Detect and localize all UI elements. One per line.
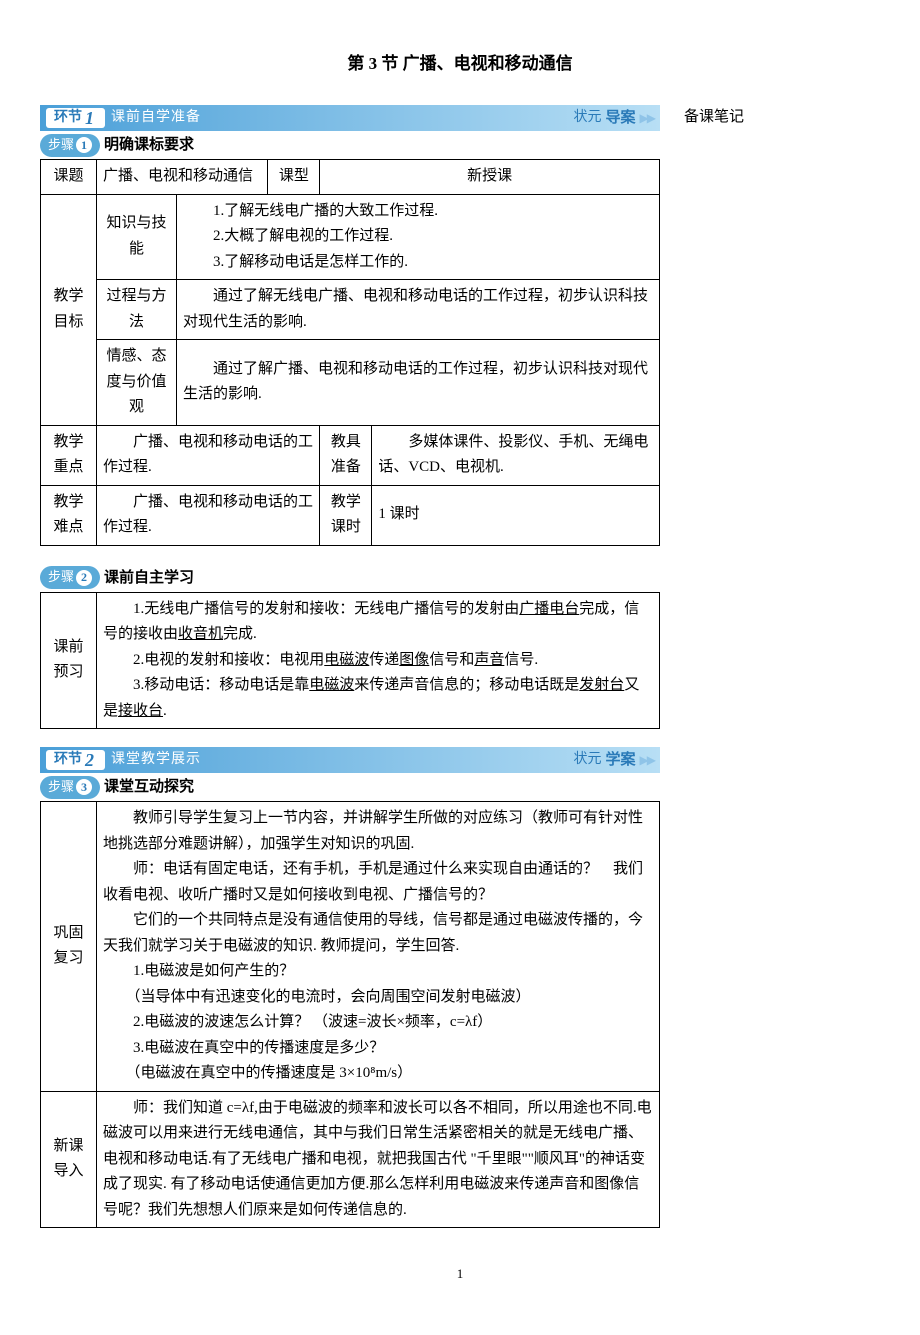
step-badge: 步骤 3: [40, 776, 100, 799]
banner-left-label: 环节: [54, 749, 82, 771]
step-badge: 步骤 1: [40, 134, 100, 157]
difficulty-label: 教学难点: [41, 485, 97, 545]
banner-right-light: 状元: [574, 107, 602, 129]
type-label: 课型: [268, 160, 320, 195]
knowledge-label: 知识与技能: [97, 194, 177, 280]
hours-label: 教学课时: [320, 485, 372, 545]
banner-subtitle: 课堂教学展示: [111, 749, 201, 771]
topic-label: 课题: [41, 160, 97, 195]
inquiry-table: 巩固复习 教师引导学生复习上一节内容，并讲解学生所做的对应练习（教师可有针对性地…: [40, 801, 660, 1228]
step2-bar: 步骤 2 课前自主学习: [40, 566, 660, 590]
tools-label: 教具准备: [320, 425, 372, 485]
step-number: 3: [76, 779, 92, 795]
knowledge-line-1: 1.了解无线电广播的大致工作过程.: [183, 199, 653, 225]
review-q1: 1.电磁波是如何产生的？: [103, 959, 653, 985]
knowledge-line-2: 2.大概了解电视的工作过程.: [183, 224, 653, 250]
notes-label: 备课笔记: [684, 105, 784, 129]
preview-content: 1.无线电广播信号的发射和接收：无线电广播信号的发射由广播电台完成，信号的接收由…: [97, 592, 660, 729]
attitude-label: 情感、态度与价值观: [97, 340, 177, 426]
section1-banner: 环节 1 课前自学准备 状元导案 ▶▶: [40, 105, 660, 131]
topic-value: 广播、电视和移动通信: [97, 160, 268, 195]
chevron-right-icon: ▶▶: [640, 109, 654, 128]
review-a3: （电磁波在真空中的传播速度是 3×10⁸m/s）: [103, 1061, 653, 1087]
step-label: 步骤: [48, 777, 74, 798]
tools-text: 多媒体课件、投影仪、手机、无绳电话、VCD、电视机.: [372, 425, 660, 485]
banner-lozenge: 环节 1: [46, 108, 105, 128]
page-number: 1: [40, 1264, 880, 1285]
notes-column: 备课笔记: [684, 105, 784, 1228]
process-text: 通过了解无线电广播、电视和移动电话的工作过程，初步认识科技对现代生活的影响.: [177, 280, 660, 340]
preview-table: 课前预习 1.无线电广播信号的发射和接收：无线电广播信号的发射由广播电台完成，信…: [40, 592, 660, 730]
standards-table: 课题 广播、电视和移动通信 课型 新授课 教学目标 知识与技能 1.了解无线电广…: [40, 159, 660, 546]
step-title: 课堂互动探究: [104, 775, 194, 799]
page-title: 第 3 节 广播、电视和移动通信: [40, 50, 880, 77]
knowledge-line-3: 3.了解移动电话是怎样工作的.: [183, 250, 653, 276]
goals-label: 教学目标: [41, 194, 97, 425]
hours-text: 1 课时: [372, 485, 660, 545]
step-number: 1: [76, 137, 92, 153]
banner-number: 1: [85, 104, 94, 133]
banner-right-bold: 学案: [606, 748, 636, 772]
chevron-right-icon: ▶▶: [640, 751, 654, 770]
step-label: 步骤: [48, 135, 74, 156]
banner-right: 状元导案 ▶▶: [574, 106, 654, 130]
intro-label: 新课导入: [41, 1091, 97, 1228]
banner-number: 2: [85, 746, 94, 775]
step-title: 明确课标要求: [104, 133, 194, 157]
review-p3: 它们的一个共同特点是没有通信使用的导线，信号都是通过电磁波传播的，今天我们就学习…: [103, 908, 653, 959]
step-number: 2: [76, 570, 92, 586]
review-q2: 2.电磁波的波速怎么计算？ （波速=波长×频率，c=λf）: [103, 1010, 653, 1036]
knowledge-cell: 1.了解无线电广播的大致工作过程. 2.大概了解电视的工作过程. 3.了解移动电…: [177, 194, 660, 280]
type-value: 新授课: [320, 160, 660, 195]
step-badge: 步骤 2: [40, 566, 100, 589]
banner-subtitle: 课前自学准备: [111, 107, 201, 129]
review-p2: 师：电话有固定电话，还有手机，手机是通过什么来实现自由通话的？ 我们收看电视、收…: [103, 857, 653, 908]
banner-lozenge: 环节 2: [46, 750, 105, 770]
review-label: 巩固复习: [41, 802, 97, 1092]
review-a1: （当导体中有迅速变化的电流时，会向周围空间发射电磁波）: [103, 985, 653, 1011]
step1-bar: 步骤 1 明确课标要求: [40, 133, 660, 157]
keypoint-label: 教学重点: [41, 425, 97, 485]
preview-label: 课前预习: [41, 592, 97, 729]
banner-right: 状元学案 ▶▶: [574, 748, 654, 772]
review-q3: 3.电磁波在真空中的传播速度是多少？: [103, 1036, 653, 1062]
difficulty-text: 广播、电视和移动电话的工作过程.: [97, 485, 320, 545]
section2-banner: 环节 2 课堂教学展示 状元学案 ▶▶: [40, 747, 660, 773]
content-column: 环节 1 课前自学准备 状元导案 ▶▶ 步骤 1 明确课标要求 课题 广播、电视…: [40, 105, 660, 1228]
step3-bar: 步骤 3 课堂互动探究: [40, 775, 660, 799]
step-label: 步骤: [48, 567, 74, 588]
banner-right-light: 状元: [574, 749, 602, 771]
review-p1: 教师引导学生复习上一节内容，并讲解学生所做的对应练习（教师可有针对性地挑选部分难…: [103, 806, 653, 857]
process-label: 过程与方法: [97, 280, 177, 340]
intro-content: 师：我们知道 c=λf,由于电磁波的频率和波长可以各不相同，所以用途也不同.电磁…: [97, 1091, 660, 1228]
step-title: 课前自主学习: [104, 566, 194, 590]
attitude-text: 通过了解广播、电视和移动电话的工作过程，初步认识科技对现代生活的影响.: [177, 340, 660, 426]
banner-left-label: 环节: [54, 107, 82, 129]
review-content: 教师引导学生复习上一节内容，并讲解学生所做的对应练习（教师可有针对性地挑选部分难…: [97, 802, 660, 1092]
banner-right-bold: 导案: [606, 106, 636, 130]
keypoint-text: 广播、电视和移动电话的工作过程.: [97, 425, 320, 485]
